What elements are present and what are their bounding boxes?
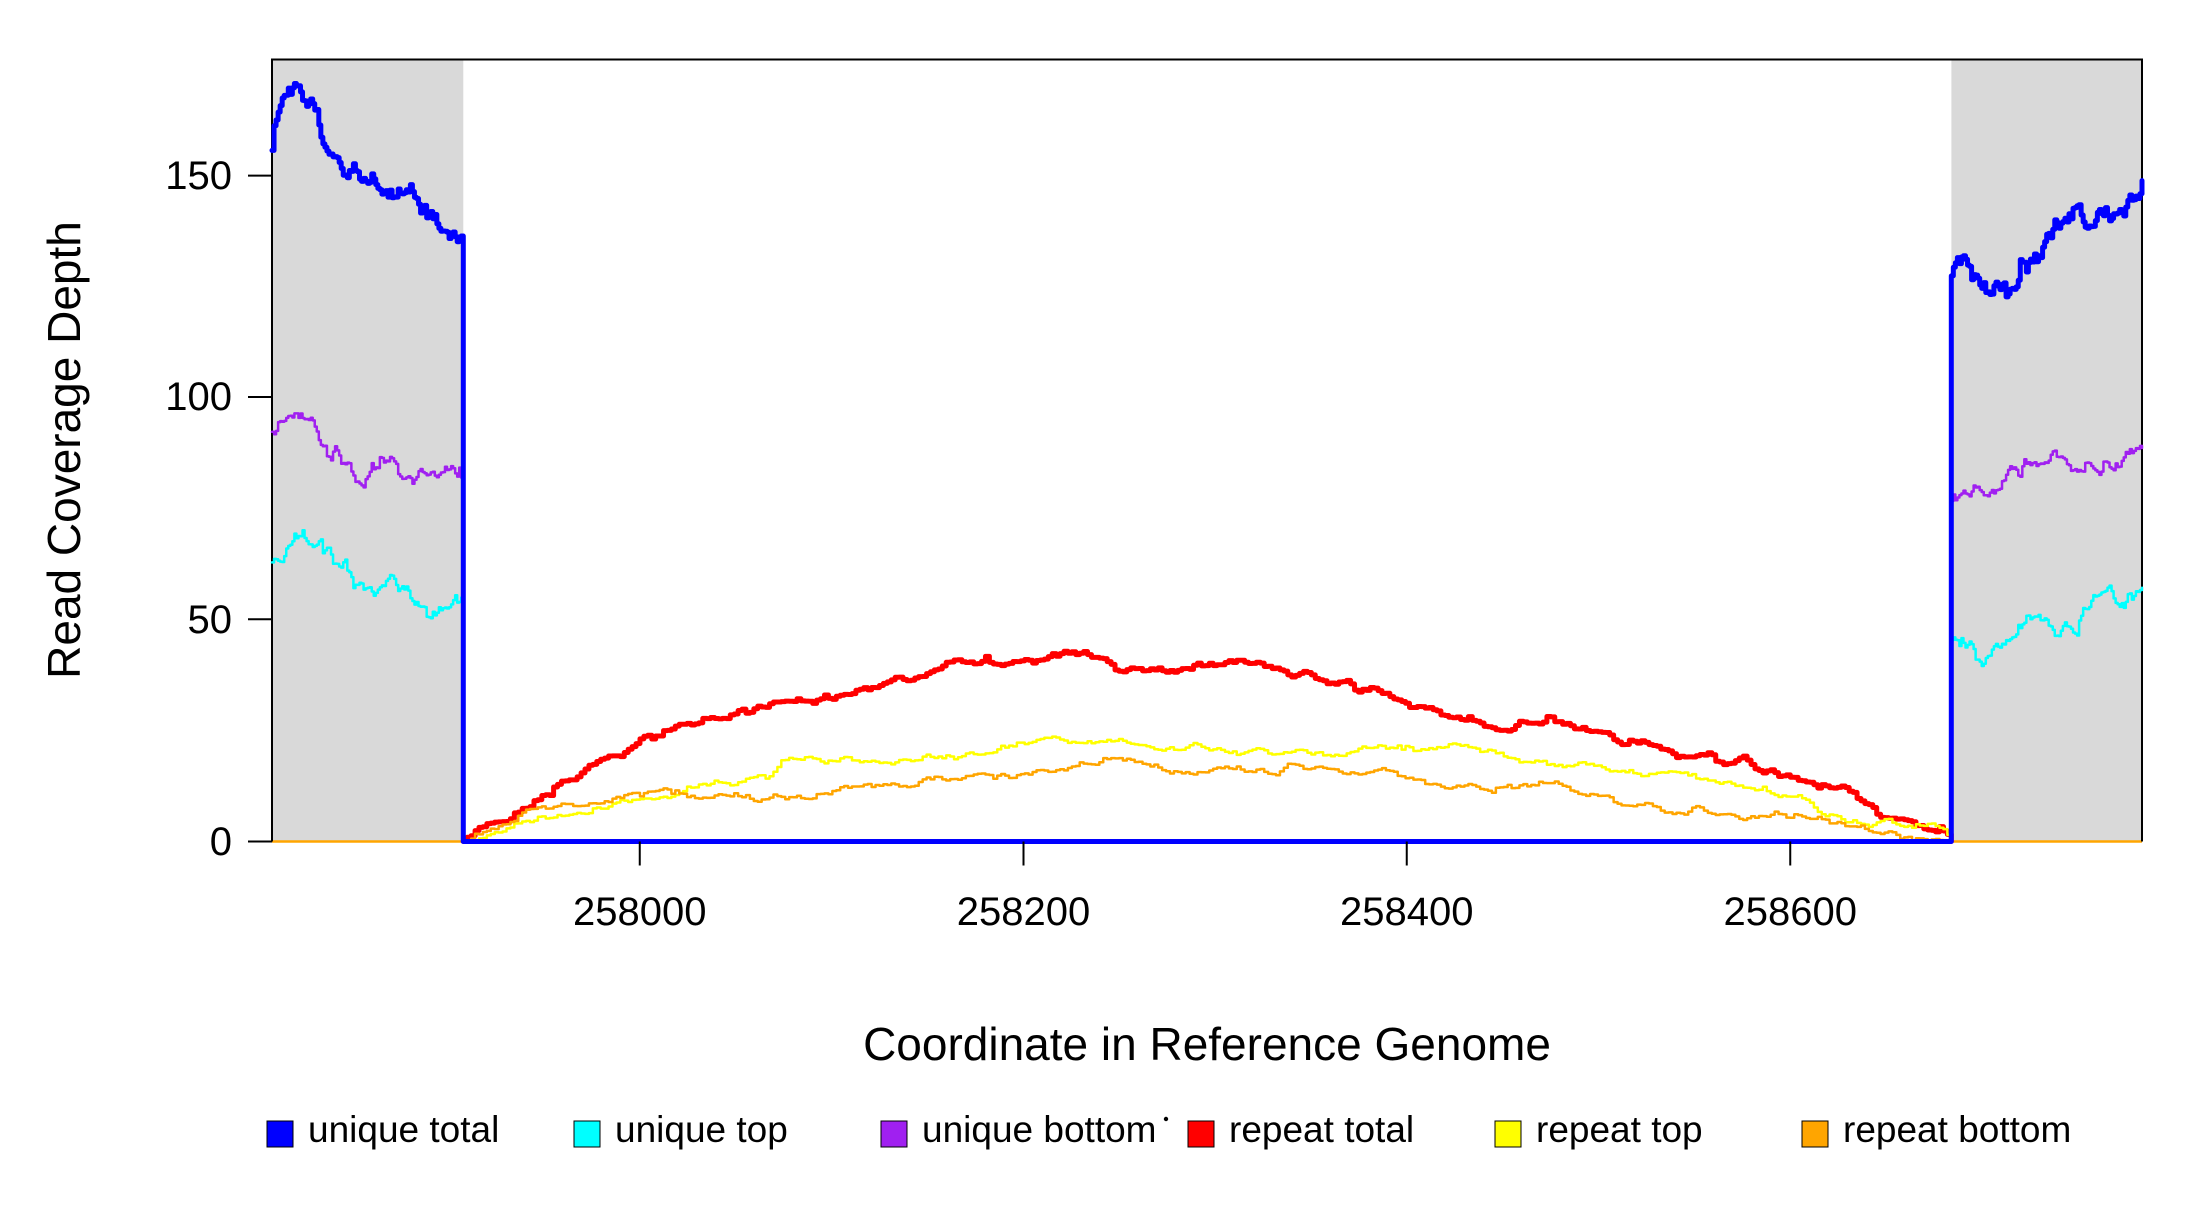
svg-text:unique bottom: unique bottom bbox=[922, 1109, 1157, 1150]
svg-text:repeat bottom: repeat bottom bbox=[1843, 1109, 2071, 1150]
svg-text:repeat top: repeat top bbox=[1536, 1109, 1703, 1150]
svg-text:150: 150 bbox=[165, 154, 232, 198]
svg-text:50: 50 bbox=[188, 598, 233, 642]
svg-text:0: 0 bbox=[210, 820, 232, 864]
svg-text:Read Coverage Depth: Read Coverage Depth bbox=[38, 221, 90, 679]
svg-text:258400: 258400 bbox=[1340, 890, 1473, 934]
svg-text:258000: 258000 bbox=[573, 890, 706, 934]
svg-text:258200: 258200 bbox=[957, 890, 1090, 934]
svg-text:258600: 258600 bbox=[1724, 890, 1857, 934]
svg-text:100: 100 bbox=[165, 375, 232, 419]
svg-text:unique total: unique total bbox=[308, 1109, 499, 1150]
svg-text:Coordinate in Reference Genome: Coordinate in Reference Genome bbox=[863, 1018, 1551, 1070]
svg-text:repeat total: repeat total bbox=[1229, 1109, 1414, 1150]
svg-text:unique top: unique top bbox=[615, 1109, 788, 1150]
